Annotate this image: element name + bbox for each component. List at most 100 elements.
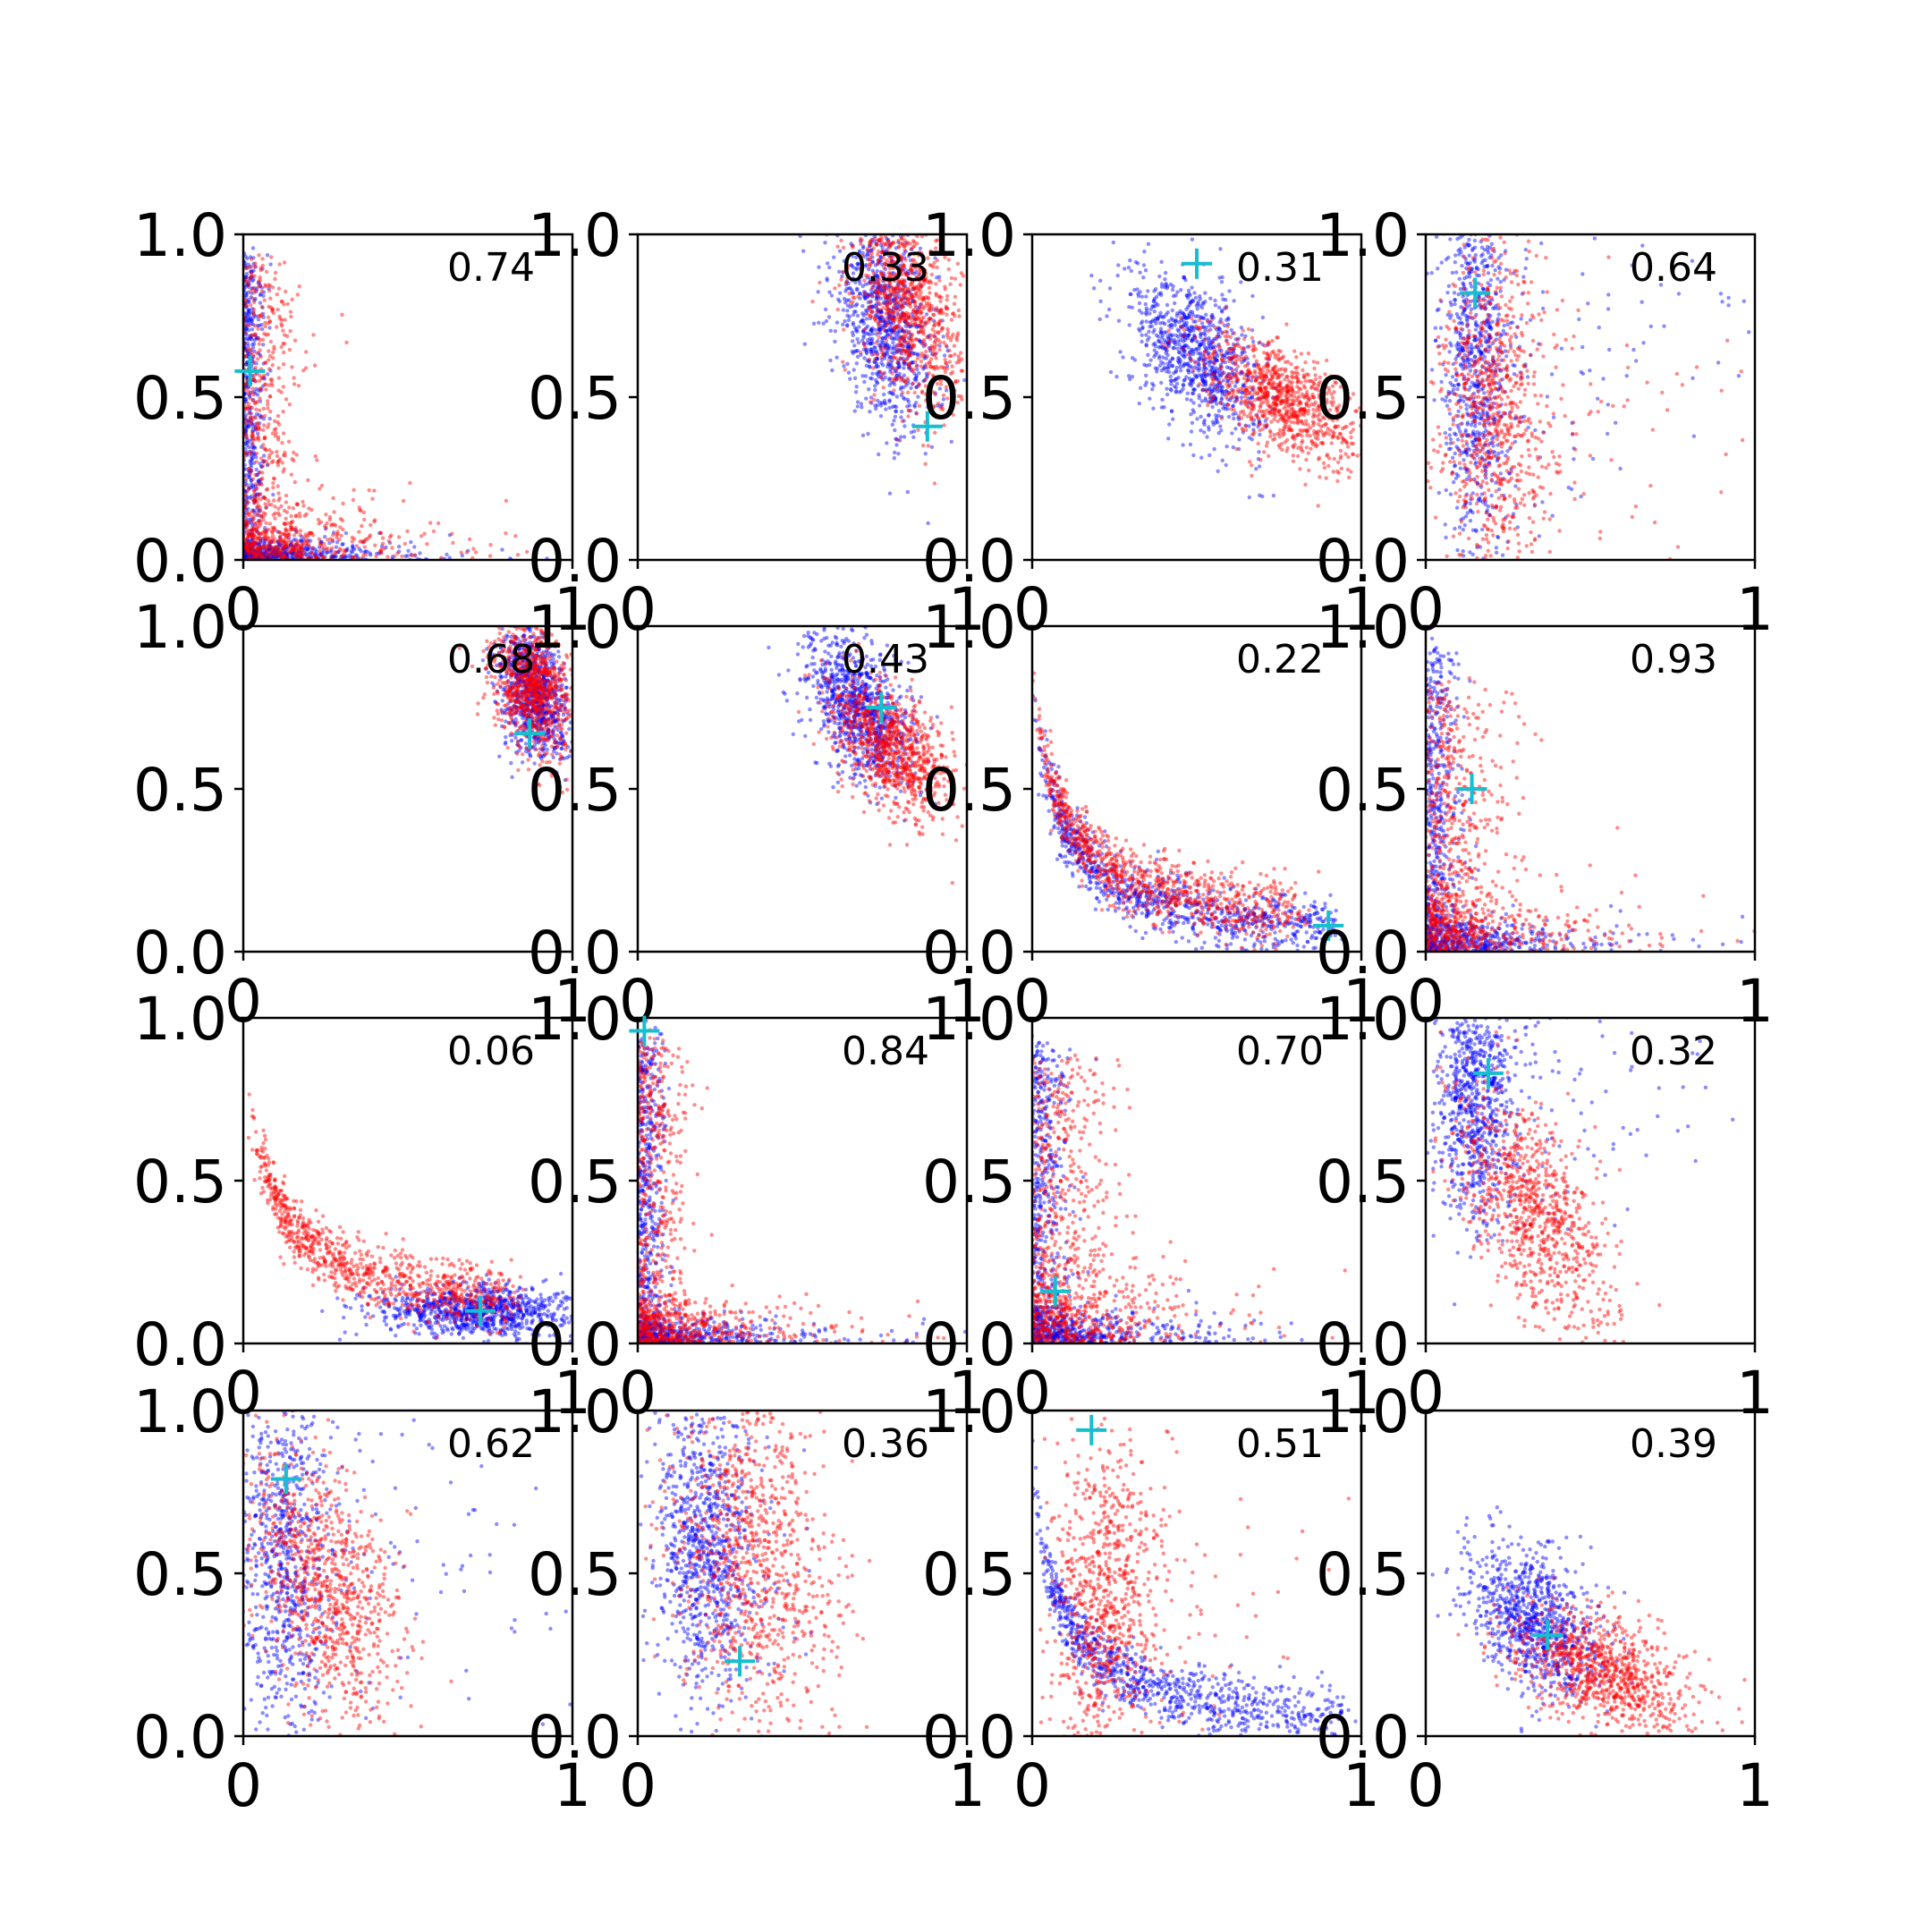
- red-point: [873, 236, 877, 242]
- red-point: [895, 309, 901, 313]
- red-point: [886, 311, 892, 316]
- blue-point: [886, 362, 892, 367]
- red-point: [504, 498, 509, 504]
- red-point: [249, 533, 254, 538]
- red-point: [901, 346, 905, 352]
- red-point: [276, 491, 281, 496]
- red-point: [886, 358, 891, 363]
- red-point: [361, 553, 366, 557]
- blue-point: [260, 305, 265, 310]
- blue-point: [258, 536, 263, 541]
- blue-point: [246, 337, 250, 342]
- blue-point: [845, 313, 850, 318]
- blue-point: [868, 332, 872, 337]
- red-point: [907, 314, 911, 319]
- red-point: [896, 312, 901, 318]
- blue-point: [249, 528, 254, 532]
- red-point: [249, 550, 253, 555]
- blue-point: [904, 344, 909, 349]
- blue-point: [1140, 339, 1144, 344]
- red-point: [914, 311, 919, 316]
- blue-point: [258, 421, 262, 426]
- blue-point: [908, 258, 913, 263]
- red-point: [896, 301, 901, 305]
- blue-point: [898, 356, 903, 361]
- blue-point: [258, 492, 263, 496]
- red-point: [871, 271, 876, 275]
- blue-point: [869, 299, 873, 304]
- red-point: [260, 263, 265, 268]
- red-point: [894, 275, 899, 281]
- blue-point: [898, 267, 903, 271]
- red-point: [264, 505, 268, 510]
- blue-point: [895, 296, 900, 301]
- blue-point: [319, 539, 324, 545]
- red-point: [290, 365, 294, 369]
- red-point: [911, 287, 917, 292]
- blue-point: [887, 314, 892, 318]
- red-point: [273, 545, 277, 549]
- red-point: [245, 524, 250, 529]
- blue-point: [883, 323, 887, 327]
- blue-point: [244, 275, 249, 280]
- blue-point: [251, 261, 256, 267]
- blue-point: [888, 390, 894, 394]
- blue-point: [261, 541, 266, 546]
- blue-point: [1116, 263, 1121, 267]
- red-point: [949, 371, 953, 376]
- blue-point: [882, 352, 886, 356]
- red-point: [299, 546, 303, 551]
- blue-point: [292, 545, 296, 550]
- red-point: [301, 542, 305, 547]
- blue-point: [406, 548, 411, 553]
- blue-point: [906, 289, 911, 294]
- red-point: [945, 335, 951, 340]
- red-point: [1364, 445, 1368, 448]
- blue-point: [340, 542, 344, 547]
- blue-point: [266, 553, 270, 557]
- blue-point: [916, 330, 921, 335]
- blue-point: [883, 402, 888, 406]
- red-point: [886, 276, 891, 282]
- blue-point: [253, 498, 258, 504]
- red-point: [900, 317, 904, 321]
- blue-point: [874, 301, 878, 307]
- blue-point: [1132, 358, 1138, 362]
- blue-point: [300, 534, 304, 539]
- blue-point: [252, 554, 257, 558]
- blue-point: [247, 337, 252, 342]
- red-point: [924, 294, 928, 300]
- blue-point: [889, 297, 894, 301]
- blue-point: [853, 328, 859, 334]
- red-point: [887, 260, 892, 265]
- red-point: [930, 348, 936, 353]
- blue-point: [326, 550, 330, 555]
- blue-point: [244, 272, 250, 276]
- blue-point: [906, 289, 911, 293]
- blue-point: [1143, 268, 1148, 273]
- blue-point: [1170, 357, 1175, 361]
- red-point: [1304, 457, 1309, 462]
- red-point: [284, 289, 288, 294]
- red-point: [271, 310, 275, 316]
- blue-point: [257, 412, 261, 418]
- blue-point: [1150, 381, 1155, 386]
- blue-point: [249, 478, 254, 482]
- blue-point: [300, 547, 305, 552]
- blue-point: [854, 266, 860, 270]
- red-point: [326, 547, 330, 551]
- red-point: [266, 535, 270, 539]
- blue-point: [891, 320, 896, 326]
- red-point: [292, 338, 298, 343]
- red-point: [904, 273, 909, 277]
- red-point: [467, 537, 472, 542]
- red-point: [245, 513, 250, 517]
- blue-point: [264, 550, 268, 555]
- blue-point: [250, 428, 255, 432]
- red-point: [273, 528, 277, 532]
- red-point: [267, 503, 271, 507]
- red-point: [901, 311, 906, 317]
- red-point: [249, 543, 254, 547]
- blue-point: [924, 371, 929, 377]
